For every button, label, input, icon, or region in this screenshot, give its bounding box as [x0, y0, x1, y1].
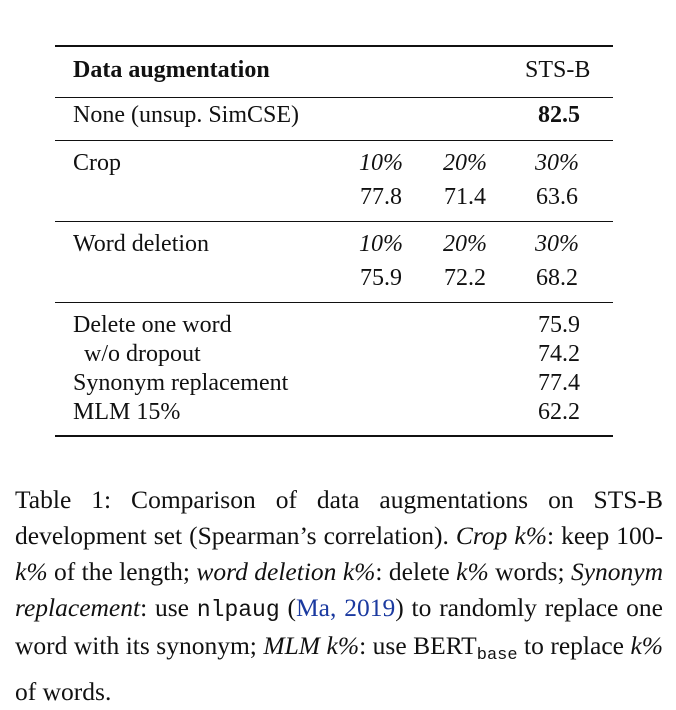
crop-label: Crop: [73, 150, 121, 176]
caption-text: Table 1: Comparison of data augmentation…: [15, 485, 663, 550]
crop-value: 71.4: [444, 184, 486, 210]
other-label: w/o dropout: [84, 341, 201, 367]
other-value: 74.2: [538, 341, 580, 367]
caption-text: : use BERT: [359, 631, 477, 660]
caption-text: to replace: [517, 631, 631, 660]
caption-term: Synonym replacement: [15, 557, 663, 622]
caption-text: : use: [140, 593, 197, 622]
table-caption: Table 1: Comparison of data augmentation…: [15, 482, 663, 710]
other-label: MLM 15%: [73, 399, 181, 425]
other-value: 62.2: [538, 399, 580, 425]
caption-text: : delete: [375, 557, 457, 586]
other-value: 77.4: [538, 370, 580, 396]
caption-subscript: base: [476, 646, 518, 665]
caption-term: k%: [15, 557, 48, 586]
row-rule: [55, 140, 613, 141]
caption-text: words;: [488, 557, 571, 586]
word-deletion-level: 20%: [443, 231, 487, 257]
caption-text: : keep 100-: [546, 521, 663, 550]
caption-code: nlpaug: [196, 597, 280, 623]
caption-term: word deletion k%: [196, 557, 376, 586]
crop-level: 20%: [443, 150, 487, 176]
crop-value: 77.8: [360, 184, 402, 210]
crop-level: 30%: [535, 150, 579, 176]
bottom-rule: [55, 435, 613, 437]
row-rule: [55, 302, 613, 303]
header-rule: [55, 97, 613, 98]
caption-term: k%: [456, 557, 489, 586]
other-label: Delete one word: [73, 312, 232, 338]
row-rule: [55, 221, 613, 222]
crop-level: 10%: [359, 150, 403, 176]
caption-text: (: [279, 593, 297, 622]
header-stsb: STS-B: [525, 57, 591, 83]
caption-text: ) to randomly replace one word with its …: [15, 593, 663, 660]
none-row-label: None (unsup. SimCSE): [73, 102, 300, 128]
word-deletion-level: 30%: [535, 231, 579, 257]
citation-link[interactable]: Ma, 2019: [296, 593, 396, 622]
header-augmentation: Data augmentation: [73, 57, 270, 83]
caption-term: Crop k%: [455, 521, 547, 550]
word-deletion-value: 75.9: [360, 265, 402, 291]
word-deletion-level: 10%: [359, 231, 403, 257]
word-deletion-label: Word deletion: [73, 231, 210, 257]
caption-term: MLM k%: [263, 631, 360, 660]
word-deletion-value: 72.2: [444, 265, 486, 291]
top-rule: [55, 45, 613, 47]
caption-text: of the length;: [47, 557, 197, 586]
crop-value: 63.6: [536, 184, 578, 210]
other-value: 75.9: [538, 312, 580, 338]
caption-term: k%: [630, 631, 664, 660]
other-label: Synonym replacement: [73, 370, 289, 396]
none-row-value: 82.5: [538, 102, 580, 128]
caption-text: of words.: [15, 677, 112, 706]
word-deletion-value: 68.2: [536, 265, 578, 291]
